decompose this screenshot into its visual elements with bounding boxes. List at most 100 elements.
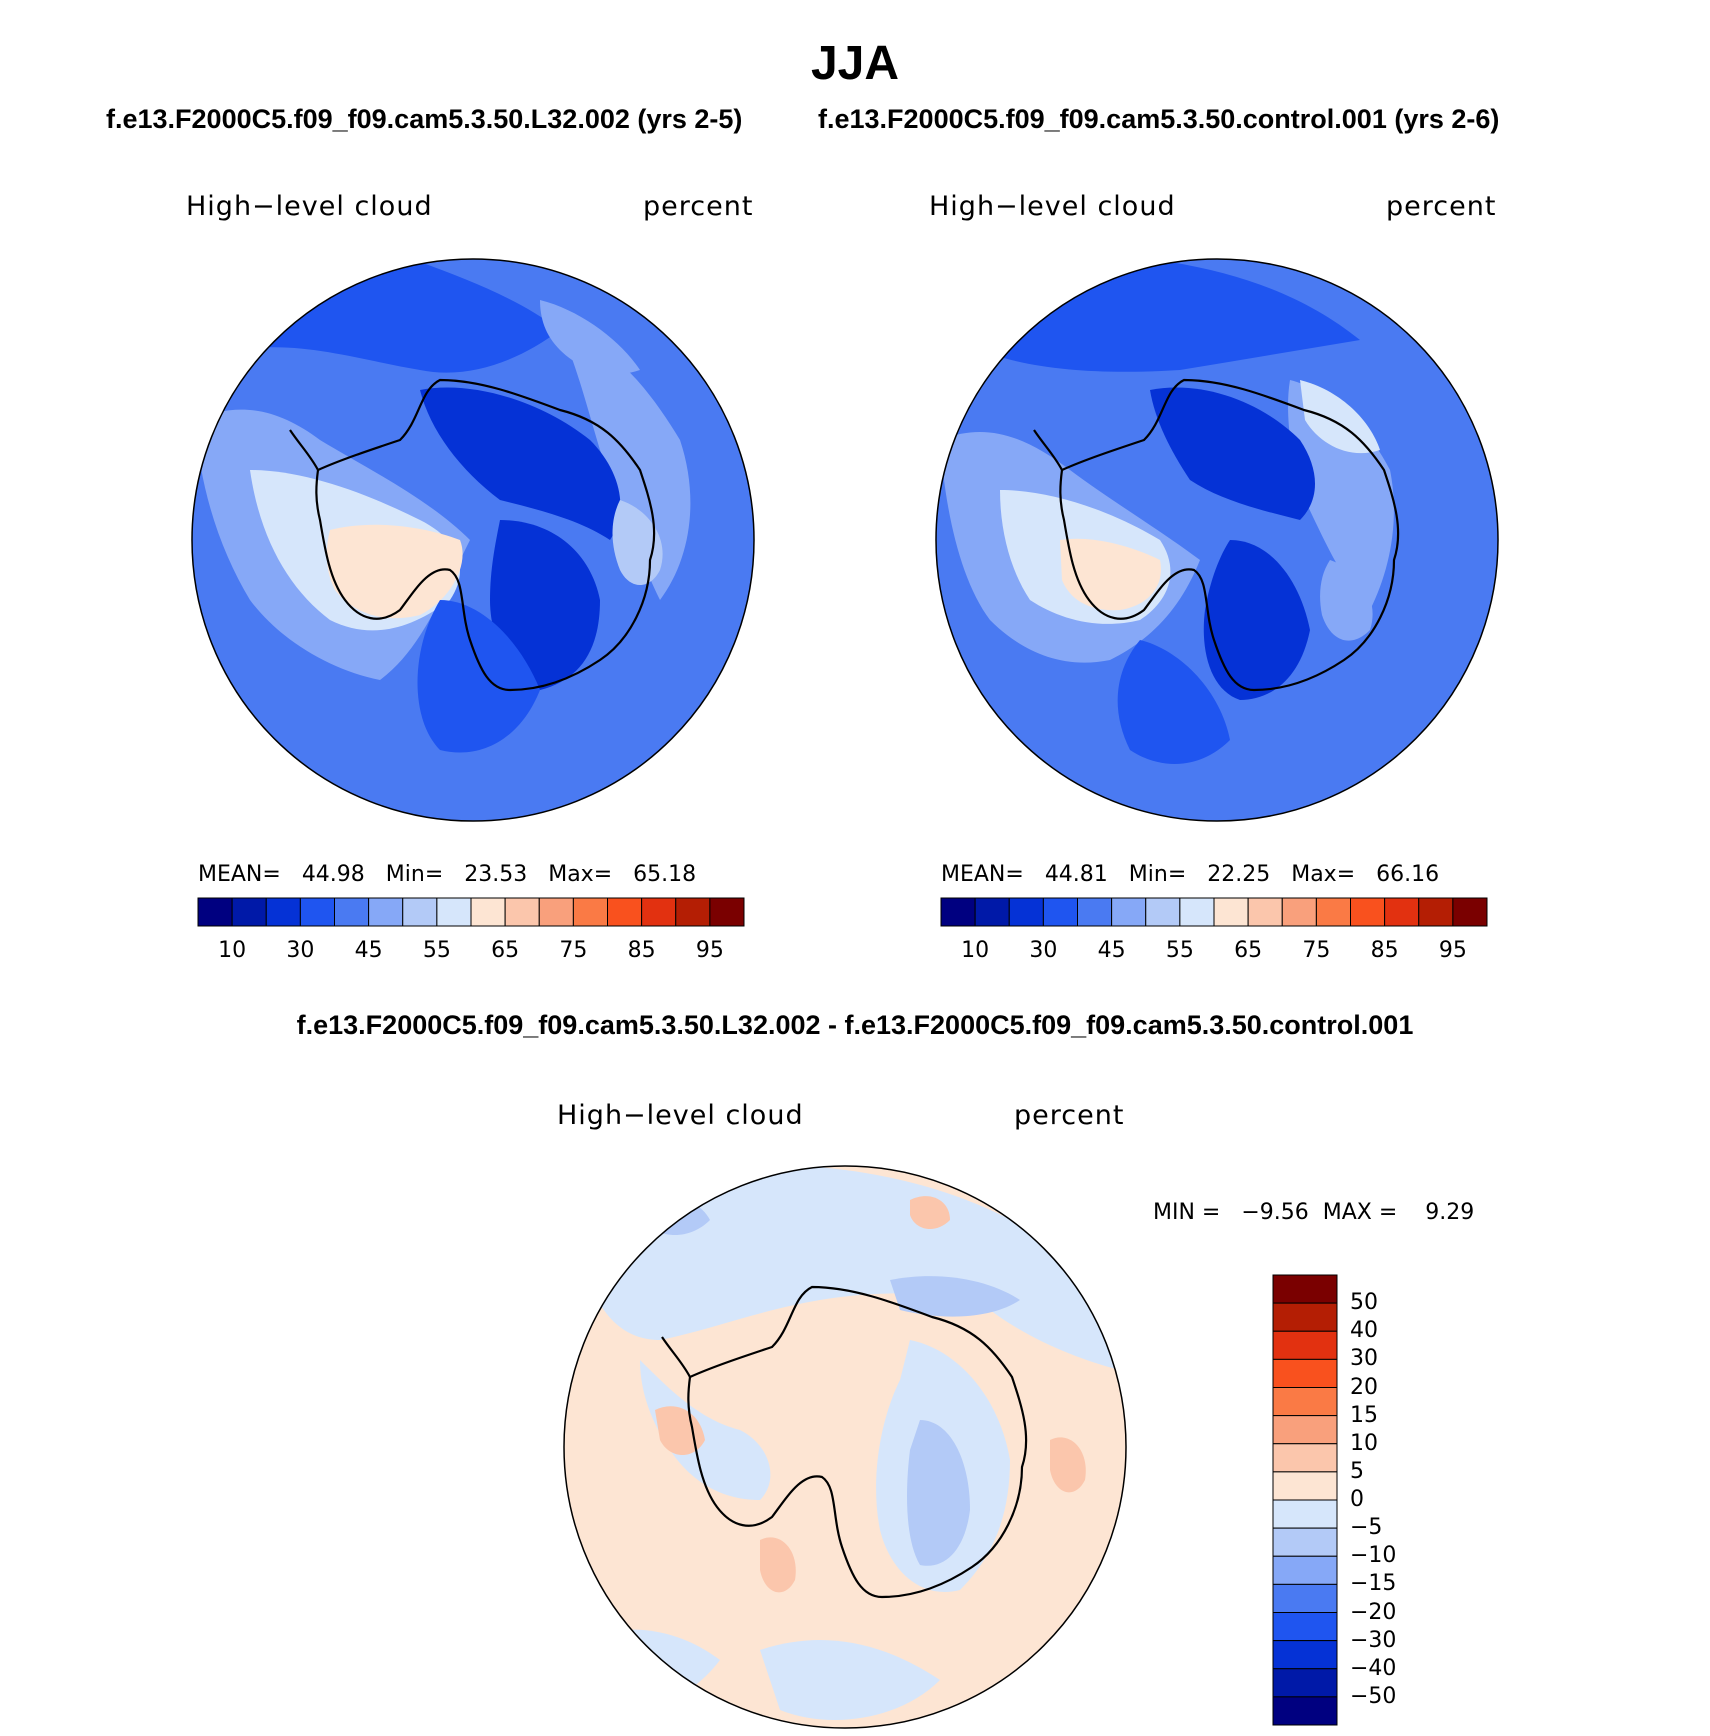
panel-2-colorbar-tick-label: 85 xyxy=(1370,938,1399,963)
panel-1-colorbar-swatch xyxy=(572,897,608,927)
panel-2-colorbar-swatch xyxy=(1452,897,1488,927)
panel-1-colorbar-swatch xyxy=(538,897,574,927)
panel-1-colorbar-swatch xyxy=(402,897,438,927)
diff-colorbar-tick-label: 10 xyxy=(1350,1430,1378,1456)
diff-colorbar-tick-label: 15 xyxy=(1350,1402,1378,1428)
panel-2-colorbar-swatch xyxy=(1384,897,1420,927)
panel-1-mean-value: 44.98 xyxy=(301,862,365,887)
diff-colorbar-tick-label: −20 xyxy=(1350,1599,1397,1625)
panel-1-colorbar-tick-label: 85 xyxy=(627,938,656,963)
panel-1-colorbar-ticks: 10 30 45 55 65 75 85 95 xyxy=(198,938,744,968)
panel-1-min-label: Min= xyxy=(385,862,444,887)
panel-1-colorbar-swatch xyxy=(709,897,745,927)
panel-2-colorbar-swatch xyxy=(940,897,976,927)
diff-colorbar-tick-label: 20 xyxy=(1350,1374,1378,1400)
panel-1-colorbar-tick-label: 30 xyxy=(286,938,315,963)
panel-1-colorbar-swatch xyxy=(197,897,233,927)
diff-colorbar-tick-label: −10 xyxy=(1350,1543,1397,1569)
panel-1-colorbar-tick-label: 55 xyxy=(422,938,451,963)
panel-2-colorbar-tick-label: 65 xyxy=(1234,938,1263,963)
panel-2-min-label: Min= xyxy=(1128,862,1187,887)
panel-2-colorbar-tick-label: 30 xyxy=(1029,938,1058,963)
panel-2-colorbar-tick-label: 10 xyxy=(961,938,990,963)
panel-1-stats: MEAN= 44.98 Min= 23.53 Max= 65.18 xyxy=(198,862,696,887)
panel-1-colorbar-tick-label: 10 xyxy=(218,938,247,963)
panel-2-colorbar-swatch xyxy=(1247,897,1283,927)
panel-1-colorbar-swatch xyxy=(231,897,267,927)
panel-2-units-label: percent xyxy=(1386,191,1497,222)
diff-colorbar-tick-label: −50 xyxy=(1350,1683,1397,1709)
panel-1-colorbar-swatch xyxy=(607,897,643,927)
diff-colorbar-swatch xyxy=(1272,1274,1338,1304)
panel-1-colorbar-tick-label: 75 xyxy=(559,938,588,963)
panel-1-mean-label: MEAN= xyxy=(198,862,281,887)
diff-colorbar-tick-label: 0 xyxy=(1350,1487,1364,1512)
panel-2-colorbar xyxy=(940,897,1488,927)
panel-2-min-value: 22.25 xyxy=(1207,862,1271,887)
panel-1-colorbar-tick-label: 95 xyxy=(695,938,724,963)
panel-1-colorbar-swatch xyxy=(504,897,540,927)
diff-colorbar-swatch xyxy=(1272,1471,1338,1501)
panel-2-colorbar-swatch xyxy=(1350,897,1386,927)
diff-colorbar-tick-label: 30 xyxy=(1350,1346,1378,1372)
diff-variable-label: High−level cloud xyxy=(557,1100,804,1131)
panel-1-min-value: 23.53 xyxy=(464,862,528,887)
diff-colorbar-swatch xyxy=(1272,1555,1338,1585)
panel-1-colorbar-tick-label: 65 xyxy=(491,938,520,963)
panel-2-colorbar-tick-label: 75 xyxy=(1302,938,1331,963)
panel-1-colorbar-tick-label: 45 xyxy=(354,938,383,963)
panel-2-colorbar-tick-label: 45 xyxy=(1097,938,1126,963)
panel-1-colorbar-swatch xyxy=(334,897,370,927)
diff-colorbar-swatch xyxy=(1272,1415,1338,1445)
diff-title: f.e13.F2000C5.f09_f09.cam5.3.50.L32.002 … xyxy=(296,1010,1414,1040)
panel-2-variable-label: High−level cloud xyxy=(929,191,1176,222)
diff-colorbar-tick-label: 5 xyxy=(1350,1458,1364,1484)
diff-colorbar-tick-label: −40 xyxy=(1350,1655,1397,1681)
diff-colorbar-ticks: 50 40 30 20 15 10 5 0 −5 −10 −15 −20 −30 −40 −50 xyxy=(1350,1275,1430,1725)
panel-2-mean-value: 44.81 xyxy=(1044,862,1108,887)
diff-colorbar-tick-label: 50 xyxy=(1350,1290,1378,1316)
diff-colorbar-swatch xyxy=(1272,1330,1338,1360)
panel-2-colorbar-swatch xyxy=(1008,897,1044,927)
diff-colorbar-tick-label: −15 xyxy=(1350,1571,1397,1597)
diff-stats: MIN = −9.56 MAX = 9.29 xyxy=(1153,1200,1475,1225)
diff-colorbar-swatch xyxy=(1272,1443,1338,1473)
panel-1-max-label: Max= xyxy=(548,862,613,887)
panel-2-colorbar-swatch xyxy=(1077,897,1113,927)
panel-2-colorbar-swatch xyxy=(1145,897,1181,927)
diff-colorbar-tick-label: −5 xyxy=(1350,1515,1383,1541)
panel-2-colorbar-tick-label: 55 xyxy=(1165,938,1194,963)
diff-colorbar-swatch xyxy=(1272,1696,1338,1726)
panel-1-colorbar-swatch xyxy=(299,897,335,927)
panel-2-colorbar-swatch xyxy=(1315,897,1351,927)
diff-colorbar-swatch xyxy=(1272,1358,1338,1388)
diff-colorbar-swatch xyxy=(1272,1499,1338,1529)
panel-1-colorbar-swatch xyxy=(436,897,472,927)
diff-colorbar-swatch xyxy=(1272,1583,1338,1613)
diff-colorbar-swatch xyxy=(1272,1527,1338,1557)
diff-colorbar-swatch xyxy=(1272,1387,1338,1417)
panel-2-max-label: Max= xyxy=(1291,862,1356,887)
panel-2-colorbar-swatch xyxy=(1179,897,1215,927)
panel-1-variable-label: High−level cloud xyxy=(186,191,433,222)
diff-colorbar-swatch xyxy=(1272,1640,1338,1670)
panel-1-max-value: 65.18 xyxy=(633,862,697,887)
diff-colorbar-swatch xyxy=(1272,1302,1338,1332)
case-title-left: f.e13.F2000C5.f09_f09.cam5.3.50.L32.002 … xyxy=(106,104,743,134)
panel-2-stats: MEAN= 44.81 Min= 22.25 Max= 66.16 xyxy=(941,862,1439,887)
panel-2-max-value: 66.16 xyxy=(1376,862,1440,887)
case-title-right: f.e13.F2000C5.f09_f09.cam5.3.50.control.… xyxy=(818,104,1500,134)
diff-colorbar xyxy=(1272,1274,1338,1726)
panel-2-colorbar-ticks: 10 30 45 55 65 75 85 95 xyxy=(941,938,1487,968)
figure-title: JJA xyxy=(810,37,900,90)
panel-2-mean-label: MEAN= xyxy=(941,862,1024,887)
diff-colorbar-tick-label: 40 xyxy=(1350,1318,1378,1344)
diff-colorbar-swatch xyxy=(1272,1668,1338,1698)
panel-1-colorbar xyxy=(197,897,745,927)
diff-units-label: percent xyxy=(1014,1100,1125,1131)
diff-colorbar-swatch xyxy=(1272,1612,1338,1642)
diff-colorbar-tick-label: −30 xyxy=(1350,1627,1397,1653)
